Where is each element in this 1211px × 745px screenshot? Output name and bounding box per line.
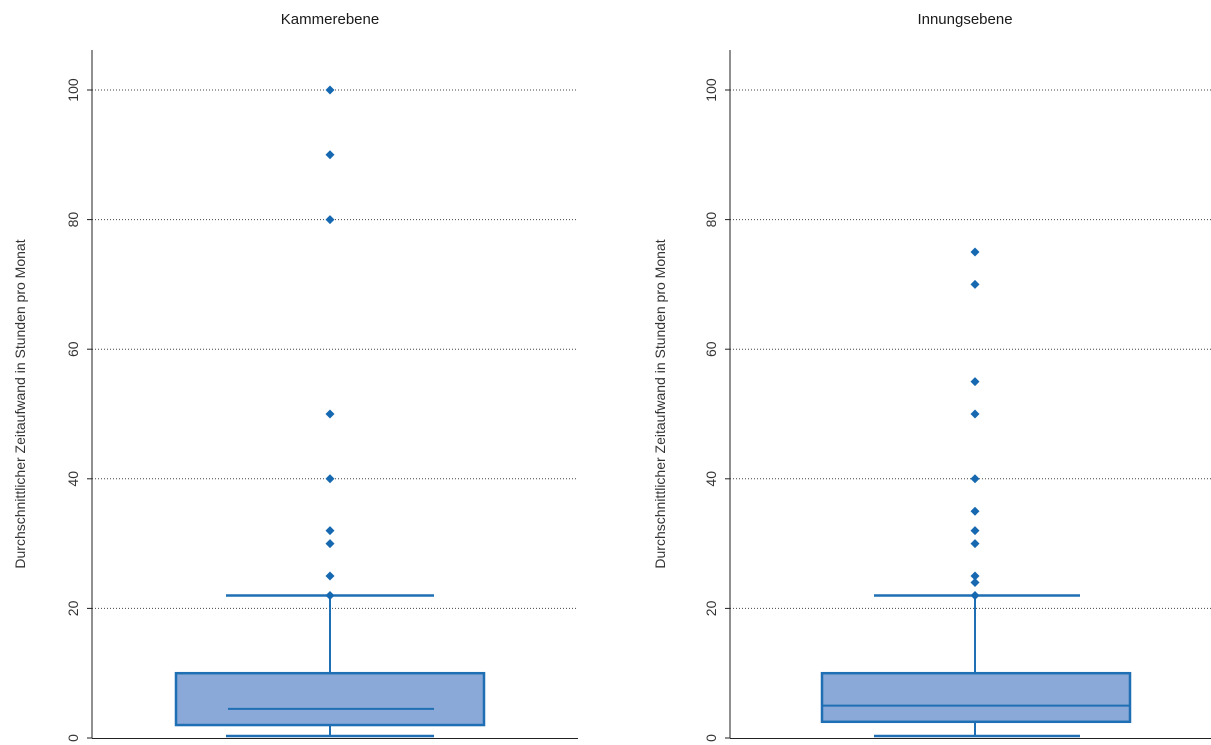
outlier-point [970,590,980,600]
y-tick-label: 60 [703,341,719,357]
y-tick-label: 80 [703,212,719,228]
outlier-point [325,85,335,95]
iqr-box [174,671,486,727]
outlier-point [325,215,335,225]
y-tick-label: 60 [65,341,81,357]
y-axis-label: Durchschnittlicher Zeitaufwand in Stunde… [12,239,28,568]
outlier-point [970,526,980,536]
outlier-point [325,571,335,581]
outlier-point [970,506,980,516]
y-tick-label: 40 [65,471,81,487]
chart-title: Kammerebene [281,11,379,28]
outlier-point [325,474,335,484]
outlier-point [970,409,980,419]
y-tick-label: 20 [703,600,719,616]
outlier-point [325,150,335,160]
outlier-point [970,539,980,549]
y-tick-label: 40 [703,471,719,487]
y-tick-label: 80 [65,212,81,228]
panel-2: Innungsebene 0 20 40 60 80 100 Durchschnittlich… [652,11,1211,742]
outlier-point [325,539,335,549]
outlier-point [325,590,335,600]
outlier-point [970,279,980,289]
iqr-box [820,671,1132,724]
outlier-point [325,409,335,419]
y-tick-label: 20 [65,600,81,616]
panel-1: Kammerebene 0 20 40 60 80 100 Durchschnittliche… [12,11,578,742]
chart-title: Innungsebene [917,11,1012,28]
y-axis-label: Durchschnittlicher Zeitaufwand in Stunde… [652,239,668,568]
y-tick-label: 100 [703,78,719,102]
outlier-point [970,377,980,387]
outlier-point [325,526,335,536]
outlier-point [970,571,980,581]
outlier-point [970,577,980,587]
y-tick-label: 0 [703,734,719,742]
outlier-point [970,474,980,484]
y-tick-label: 100 [65,78,81,102]
y-tick-label: 0 [65,734,81,742]
outlier-point [970,247,980,257]
